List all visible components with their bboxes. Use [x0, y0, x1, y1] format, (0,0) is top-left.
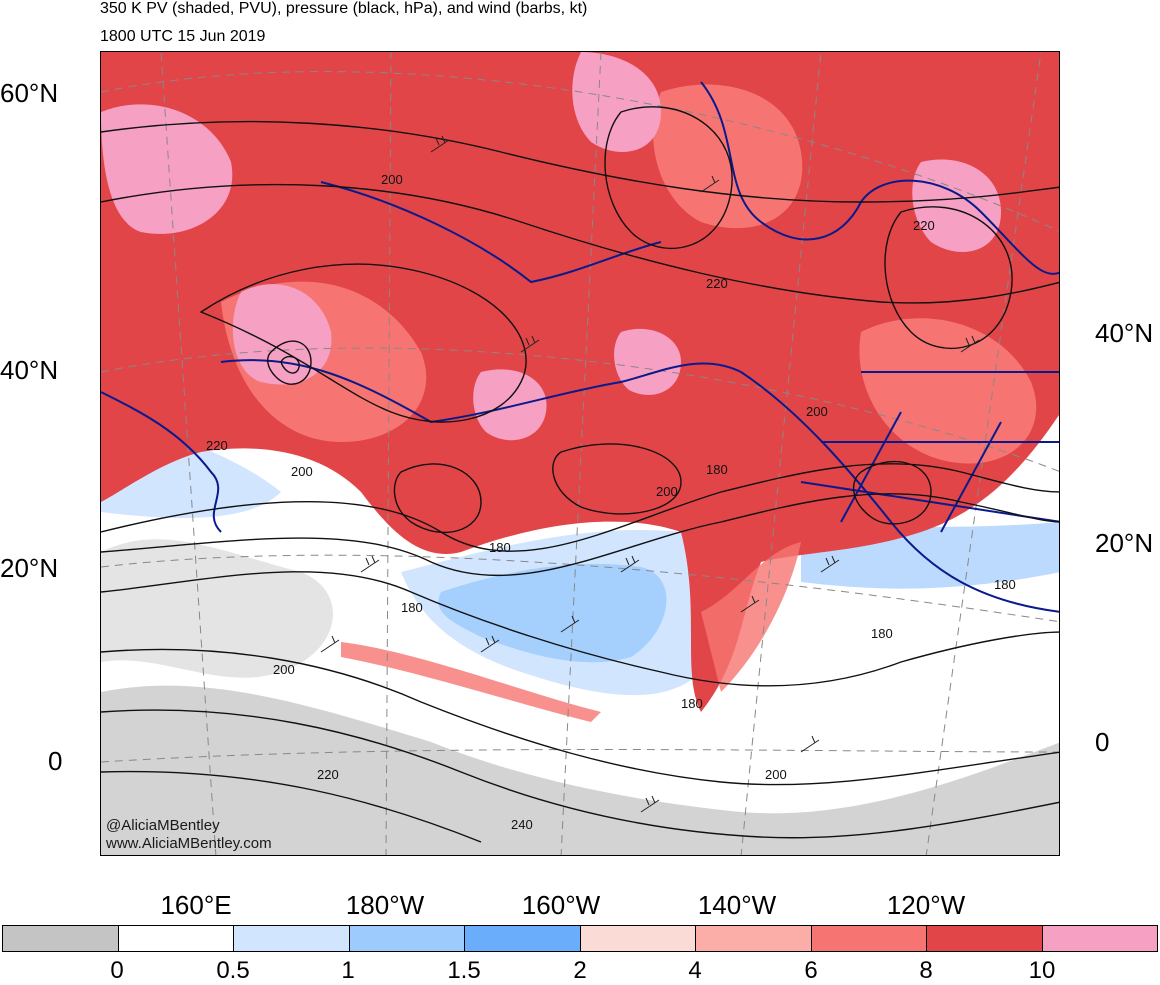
red-pv-streak — [341, 642, 601, 722]
contour-label: 180 — [489, 540, 511, 555]
gray-pv-patches — [101, 539, 334, 678]
contour-labels: 200 220 220 220 200 200 180 200 180 180 … — [206, 172, 1016, 832]
contour-label: 180 — [706, 462, 728, 477]
colorbar-box — [234, 926, 350, 951]
lat-label-right: 20°N — [1095, 528, 1154, 558]
contour-label: 220 — [317, 767, 339, 782]
contour-label: 240 — [511, 817, 533, 832]
valid-time: 1800 UTC 15 Jun 2019 — [100, 28, 266, 45]
colorbar-label: 10 — [1028, 957, 1056, 984]
contour-label: 180 — [681, 696, 703, 711]
contour-label: 200 — [291, 464, 313, 479]
pink-pv-patch — [473, 369, 547, 441]
pink-pv-patch — [912, 159, 1001, 252]
contour-label: 220 — [206, 438, 228, 453]
contour-label: 180 — [871, 626, 893, 641]
colorbar-label: 0 — [110, 957, 124, 984]
colorbar-label: 6 — [804, 957, 818, 984]
colorbar-box — [927, 926, 1043, 951]
lon-label: 180°W — [345, 890, 425, 920]
pv-map: 200 220 220 220 200 200 180 200 180 180 … — [101, 52, 1059, 855]
colorbar-box — [118, 926, 234, 951]
map-panel: 200 220 220 220 200 200 180 200 180 180 … — [100, 51, 1060, 856]
contour-label: 200 — [765, 767, 787, 782]
colorbar-label: 1 — [341, 957, 355, 984]
lat-label-left: 20°N — [0, 553, 59, 583]
lat-label-left: 60°N — [0, 78, 59, 108]
lat-label-left: 0 — [48, 746, 63, 776]
colorbar-box — [580, 926, 696, 951]
contour-label: 180 — [994, 577, 1016, 592]
contour-label: 220 — [913, 218, 935, 233]
colorbar-box — [696, 926, 812, 951]
lon-label: 160°W — [521, 890, 601, 920]
contour-label: 200 — [381, 172, 403, 187]
colorbar-label: 2 — [573, 957, 587, 984]
red-pv-region — [859, 318, 1037, 464]
contour-label: 180 — [401, 600, 423, 615]
colorbar-label: 4 — [688, 957, 702, 984]
colorbar-label: 0.5 — [216, 957, 250, 984]
blue-pv-region — [438, 563, 667, 663]
colorbar-box — [811, 926, 927, 951]
red-pv-streak — [701, 542, 801, 692]
colorbar-box — [465, 926, 581, 951]
lat-label-right: 40°N — [1095, 318, 1154, 348]
pink-pv-patch — [101, 104, 233, 234]
contour-label: 200 — [806, 404, 828, 419]
colorbar-box — [349, 926, 465, 951]
map-title: 350 K PV (shaded, PVU), pressure (black,… — [100, 0, 588, 17]
contour-label: 220 — [706, 276, 728, 291]
lat-label-right: 0 — [1095, 727, 1110, 757]
lon-label: 160°E — [160, 890, 232, 920]
colorbar-label: 1.5 — [447, 957, 481, 984]
pv-colorbar — [2, 925, 1158, 952]
contour-label: 200 — [656, 484, 678, 499]
wind-barbs — [320, 135, 980, 813]
lon-label: 140°W — [697, 890, 777, 920]
colorbar-box — [1042, 926, 1157, 951]
pink-pv-patch — [572, 52, 661, 152]
gray-pv-band — [101, 685, 1059, 855]
colorbar-box — [3, 926, 119, 951]
colorbar-label: 8 — [919, 957, 933, 984]
credit-website: www.AliciaMBentley.com — [106, 835, 272, 852]
pressure-contours — [101, 106, 1059, 843]
lat-label-left: 40°N — [0, 355, 59, 385]
lon-label: 120°W — [886, 890, 966, 920]
high-pv-region — [101, 52, 1059, 712]
contour-label: 200 — [273, 662, 295, 677]
credit-handle: @AliciaMBentley — [106, 817, 220, 834]
